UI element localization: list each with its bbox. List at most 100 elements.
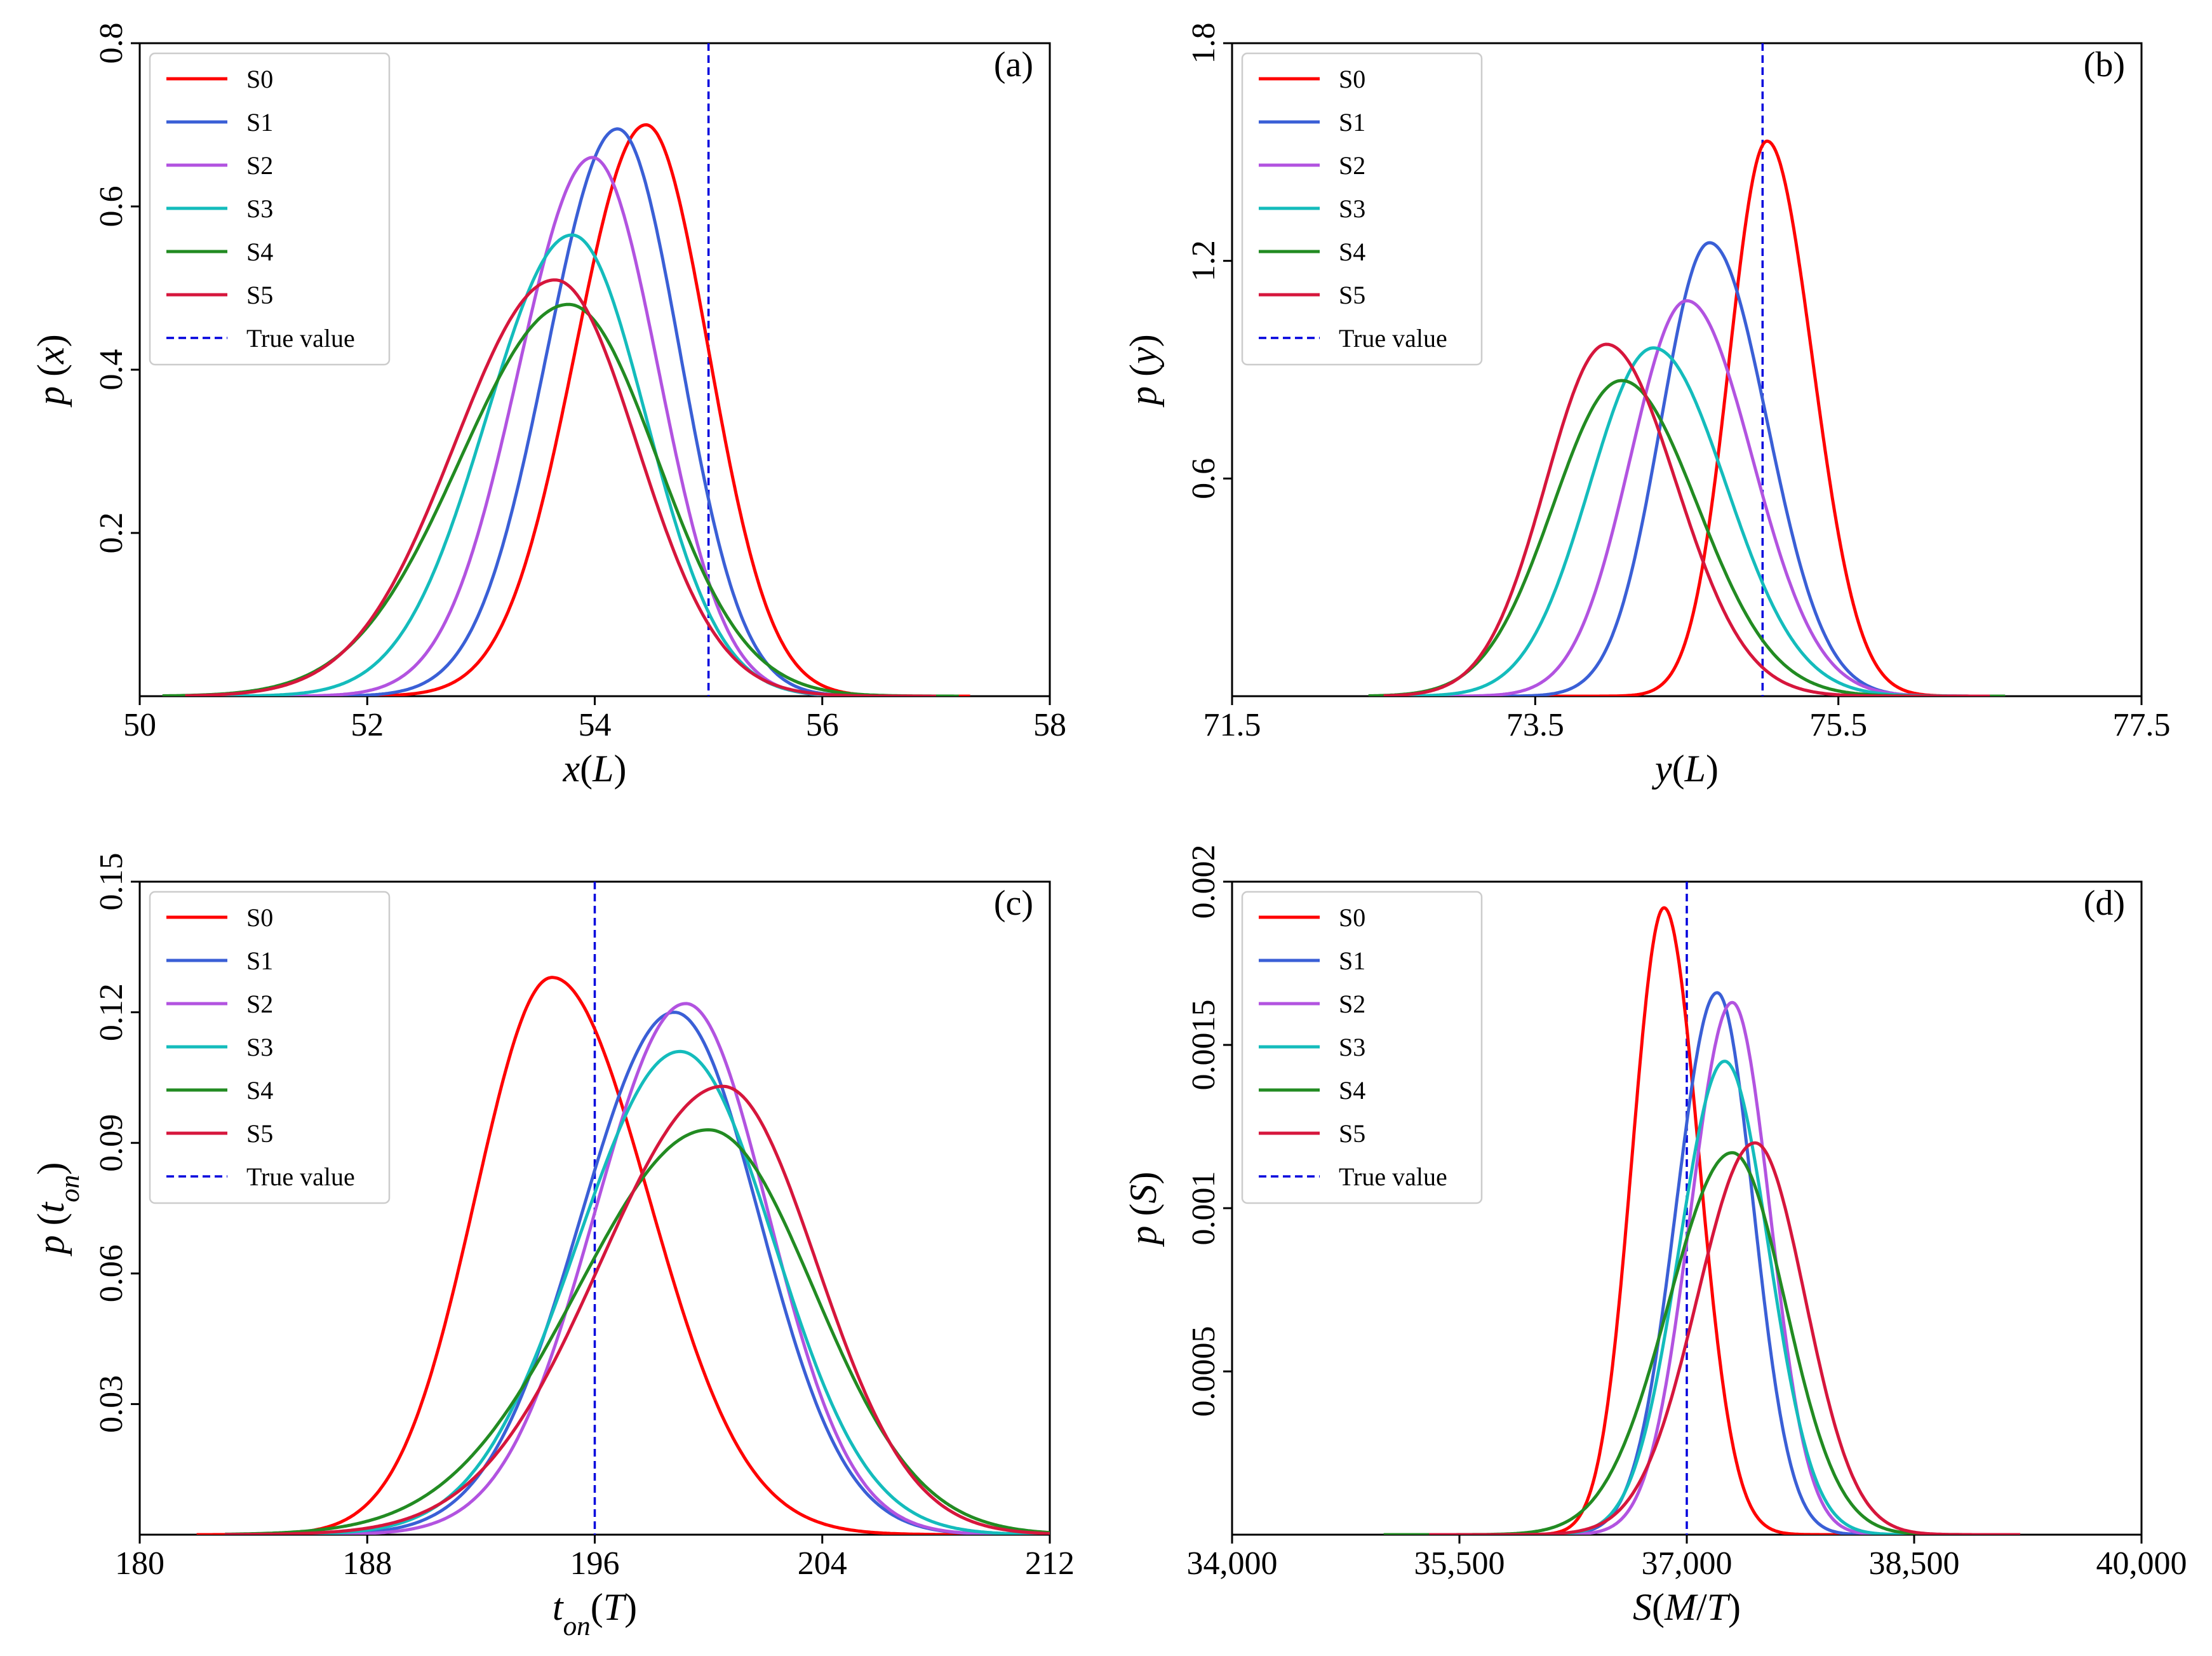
- panel-b-label: (b): [2084, 45, 2125, 84]
- panel-d-x-axis-label: S(M/T): [1633, 1586, 1741, 1628]
- panel-b-y-tick-label: 1.8: [1186, 23, 1222, 64]
- panel-d: 34,000 35,500 37,000 38,500 40,000 0.0005 0.00…: [1122, 845, 2187, 1629]
- panel-b-x-tick-label: 71.5: [1203, 707, 1261, 743]
- panel-c-label: (c): [994, 884, 1033, 923]
- panel-b-legend-label-s0: S0: [1339, 65, 1365, 93]
- panel-c-curve-s2: [225, 1002, 1050, 1535]
- panel-d-y-tick-label: 0.0005: [1186, 1326, 1222, 1417]
- panel-d-curve-s5: [1429, 1141, 2021, 1535]
- panel-c-curve-s0: [196, 976, 993, 1535]
- panel-b-legend-label-s2: S2: [1339, 151, 1365, 180]
- panel-a-x-tick-label: 52: [351, 707, 384, 743]
- panel-a-legend-label-s0: S0: [246, 65, 273, 93]
- panel-a-legend-label-s5: S5: [246, 281, 273, 309]
- panel-d-y-axis-label: p (S): [1122, 1172, 1164, 1248]
- panel-a-x-axis-label: x(L): [563, 748, 627, 790]
- panel-b-x-tick-label: 77.5: [2113, 707, 2171, 743]
- panel-a-legend-box: [149, 52, 391, 366]
- panel-d-curve-s3: [1428, 1060, 1961, 1535]
- panel-c-legend-box: [149, 891, 391, 1204]
- panel-a-curve-s5: [185, 278, 936, 696]
- panel-d-legend-label-s3: S3: [1339, 1033, 1365, 1061]
- panel-c-legend-label-s4: S4: [246, 1076, 273, 1105]
- panel-a-x-tick-label: 56: [806, 707, 839, 743]
- panel-a-y-tick-label: 0.4: [93, 349, 130, 391]
- panel-b-legend-box: [1241, 52, 1483, 366]
- panel-d-x-tick-label: 37,000: [1642, 1545, 1733, 1582]
- panel-d-x-tick-label: 35,500: [1414, 1545, 1505, 1582]
- panel-b-plot-frame: [1231, 42, 2143, 697]
- panel-b-legend-label-s1: S1: [1339, 108, 1365, 137]
- panel-d-legend-box: [1241, 891, 1483, 1204]
- panel-b-legend-label-true-value: True value: [1339, 324, 1447, 353]
- panel-c-x-tick-label: 212: [1025, 1545, 1075, 1582]
- panel-b-legend-label-s3: S3: [1339, 194, 1365, 223]
- panel-d-x-tick-label: 40,000: [2096, 1545, 2187, 1582]
- panel-b-y-tick-label: 0.6: [1186, 458, 1222, 499]
- panel-c-legend-label-s5: S5: [246, 1119, 273, 1148]
- panel-b-y-tick-label: 1.2: [1186, 240, 1222, 281]
- panel-b-legend-label-s4: S4: [1339, 238, 1365, 266]
- panel-b-x-tick-label: 75.5: [1809, 707, 1867, 743]
- panel-c-legend-label-s3: S3: [246, 1033, 273, 1061]
- panel-c-plot-area: [196, 882, 1050, 1535]
- panel-d-curve-s1: [1428, 991, 1945, 1535]
- panel-c-y-tick-label: 0.09: [93, 1114, 130, 1172]
- panel-c-legend: S0 S1 S2 S3 S4 S5 True value: [149, 891, 391, 1204]
- panel-a-x-tick-label: 54: [579, 707, 612, 743]
- panel-a-y-tick-label: 0.8: [93, 23, 130, 64]
- panel-b-curve-s5: [1383, 342, 1990, 696]
- panel-c-curve-s5: [225, 1084, 1050, 1535]
- panel-a-y-tick-label: 0.2: [93, 513, 130, 554]
- panel-d-y-tick-label: 0.002: [1186, 845, 1222, 919]
- panel-b-legend: S0 S1 S2 S3 S4 S5 True value: [1241, 52, 1483, 366]
- panel-c-legend-label-s0: S0: [246, 903, 273, 932]
- panel-d-legend-label-s0: S0: [1339, 903, 1365, 932]
- panel-a-legend-label-s1: S1: [246, 108, 273, 137]
- panel-b-x-axis-label: y(L): [1651, 748, 1719, 790]
- panel-a-legend-label-s4: S4: [246, 238, 273, 266]
- panel-c-x-axis-label: ton(T): [553, 1586, 637, 1641]
- panel-d-x-tick-label: 34,000: [1187, 1545, 1278, 1582]
- panel-a: 50 52 54 56 58 0.2 0.4 0.6 0.8 x(L) p (x) (a) S0 S1 S2…: [30, 23, 1066, 790]
- panel-a-legend: S0 S1 S2 S3 S4 S5 True value: [149, 52, 391, 366]
- panel-a-x-tick-label: 50: [123, 707, 156, 743]
- panel-c-legend-label-s1: S1: [246, 946, 273, 975]
- panel-d-y-tick-label: 0.001: [1186, 1171, 1222, 1246]
- panel-d-plot-area: [1383, 882, 2021, 1535]
- panel-a-y-axis-label: p (x): [30, 334, 72, 408]
- panel-c-legend-label-s2: S2: [246, 990, 273, 1018]
- panel-a-y-tick-label: 0.6: [93, 186, 130, 227]
- panel-d-legend-label-s2: S2: [1339, 990, 1365, 1018]
- panel-d-y-tick-label: 0.0015: [1186, 1000, 1222, 1091]
- panel-c-y-tick-label: 0.03: [93, 1375, 130, 1433]
- panel-d-legend: S0 S1 S2 S3 S4 S5 True value: [1241, 891, 1483, 1204]
- panel-c-x-tick-label: 196: [570, 1545, 620, 1582]
- panel-d-label: (d): [2084, 884, 2125, 923]
- panel-c-x-tick-label: 188: [342, 1545, 392, 1582]
- panel-c-y-tick-label: 0.12: [93, 983, 130, 1041]
- panel-b-legend-label-s5: S5: [1339, 281, 1365, 309]
- panel-b: 71.5 73.5 75.5 77.50.61.21.8y(L)p (y)(b)S0S…: [1122, 23, 2171, 790]
- panel-b-x-tick-label: 73.5: [1506, 707, 1564, 743]
- panel-c-x-tick-label: 204: [798, 1545, 847, 1582]
- panel-c-curve-s3: [225, 1049, 1050, 1535]
- panel-b-y-axis-label: p (y): [1122, 334, 1164, 408]
- panel-a-legend-label-s3: S3: [246, 194, 273, 223]
- panel-a-x-tick-label: 58: [1033, 707, 1066, 743]
- panel-c-y-tick-label: 0.15: [93, 853, 130, 911]
- panel-d-x-tick-label: 38,500: [1869, 1545, 1960, 1582]
- panel-a-plot-area: [162, 43, 970, 696]
- panel-b-plot-area: [1368, 43, 2006, 696]
- panel-d-legend-label-true-value: True value: [1339, 1162, 1447, 1191]
- panel-c: 180 188 196 204 212 0.03 0.06 0.09 0.12 0.15 ton(T…: [30, 853, 1075, 1641]
- panel-a-label: (a): [994, 45, 1033, 84]
- panel-d-legend-label-s5: S5: [1339, 1119, 1365, 1148]
- panel-a-legend-label-true-value: True value: [246, 324, 355, 353]
- panel-c-y-axis-label: p (ton): [30, 1162, 85, 1257]
- panel-c-legend-label-true-value: True value: [246, 1162, 355, 1191]
- panel-d-legend-label-s4: S4: [1339, 1076, 1365, 1105]
- panel-a-legend-label-s2: S2: [246, 151, 273, 180]
- panel-c-x-tick-label: 180: [115, 1545, 164, 1582]
- panel-d-legend-label-s1: S1: [1339, 946, 1365, 975]
